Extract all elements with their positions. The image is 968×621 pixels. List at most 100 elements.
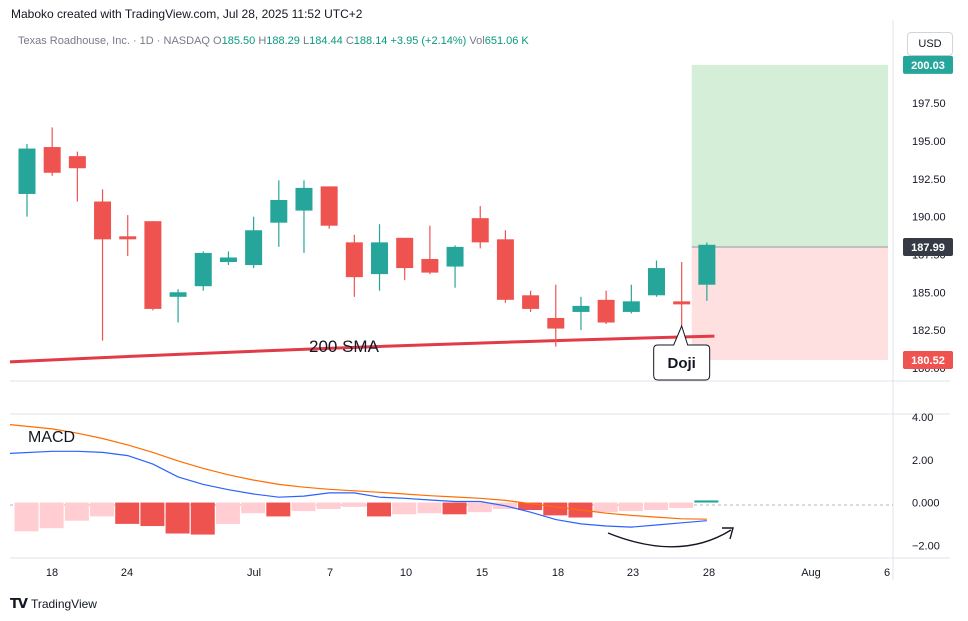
price-tick-label: 190.00 xyxy=(912,212,946,224)
entry-price-tag-bg xyxy=(903,238,953,257)
macd-histogram-bar xyxy=(644,502,668,511)
candle-body[interactable] xyxy=(68,156,86,169)
candle-body[interactable] xyxy=(547,317,565,329)
doji-callout-box[interactable] xyxy=(653,324,711,381)
candle-body[interactable] xyxy=(194,252,212,287)
date-tick-label: Aug xyxy=(801,567,821,579)
candle-body[interactable] xyxy=(219,257,237,263)
date-tick-label: Jul xyxy=(247,567,261,579)
symbol-legend: Texas Roadhouse, Inc. · 1D · NASDAQ O185… xyxy=(18,35,529,47)
price-tick-label: 197.50 xyxy=(912,98,946,110)
macd-histogram-bar xyxy=(341,502,366,507)
candle-body[interactable] xyxy=(421,258,439,273)
date-tick-label: 6 xyxy=(884,567,890,579)
currency-button[interactable]: USD xyxy=(907,32,953,56)
candle-body[interactable] xyxy=(18,148,36,194)
stop-loss-zone[interactable] xyxy=(691,247,888,361)
macd-histogram-bar xyxy=(543,502,568,516)
macd-histogram-bar xyxy=(165,502,190,534)
macd-histogram-bar xyxy=(618,502,643,512)
tradingview-brand[interactable]: 𝗧𝗩 TradingView xyxy=(10,596,97,612)
close-value: 188.14 xyxy=(353,35,388,47)
momentum-arrow-head xyxy=(722,527,734,540)
macd-histogram-bar xyxy=(694,500,719,503)
symbol-title[interactable]: Texas Roadhouse, Inc. · 1D · NASDAQ xyxy=(18,35,210,47)
macd-label: MACD xyxy=(28,429,75,446)
date-tick-label: 10 xyxy=(400,567,412,579)
macd-histogram-bar xyxy=(392,502,417,515)
macd-histogram-bar xyxy=(467,502,492,513)
candle-body[interactable] xyxy=(522,295,540,309)
macd-histogram-bar xyxy=(367,502,392,517)
price-tick-label: 195.00 xyxy=(912,136,946,148)
macd-histogram-bar xyxy=(140,502,165,527)
candle-body[interactable] xyxy=(648,268,665,296)
macd-histogram-bar xyxy=(266,502,291,517)
date-tick-label: 15 xyxy=(476,567,488,579)
target-price-tag-bg xyxy=(903,55,953,74)
candle-body[interactable] xyxy=(94,201,112,240)
date-tick-label: 18 xyxy=(552,567,564,579)
price-tick-label: 182.50 xyxy=(912,325,946,337)
candle-body[interactable] xyxy=(371,242,389,275)
candle-body[interactable] xyxy=(446,246,464,267)
profit-target-zone[interactable] xyxy=(691,64,888,248)
target-price-tag: 200.03 xyxy=(911,60,945,72)
chart-credit: Maboko created with TradingView.com, Jul… xyxy=(11,7,363,21)
low-label: L xyxy=(302,35,310,47)
candle-body[interactable] xyxy=(496,239,514,300)
macd-histogram-bar xyxy=(215,502,240,524)
candle-body[interactable] xyxy=(295,187,313,211)
candle-body[interactable] xyxy=(245,230,263,266)
candle-body[interactable] xyxy=(345,242,363,278)
open-value: 185.50 xyxy=(221,35,256,47)
date-tick-label: 28 xyxy=(703,567,715,579)
sma-200-line[interactable] xyxy=(9,334,715,364)
price-tick-label: 192.50 xyxy=(912,174,946,186)
momentum-arrow[interactable] xyxy=(607,529,732,548)
macd-histogram-bar xyxy=(190,502,215,535)
stop-price-tag: 180.52 xyxy=(911,355,945,367)
macd-histogram-bar xyxy=(291,502,316,512)
macd-histogram-bar xyxy=(442,502,467,515)
candle-body[interactable] xyxy=(43,147,61,173)
macd-tick-label: 0.000 xyxy=(912,498,940,510)
macd-signal-line[interactable] xyxy=(9,424,707,520)
high-label: H xyxy=(258,35,267,47)
macd-histogram-bar xyxy=(241,502,266,514)
candle-body[interactable] xyxy=(471,218,489,243)
change-value: +3.95 (+2.14%) xyxy=(390,35,467,47)
volume-value: 651.06 K xyxy=(484,35,529,47)
high-value: 188.29 xyxy=(266,35,300,47)
macd-tick-label: 2.00 xyxy=(912,455,933,467)
macd-histogram-bar xyxy=(39,502,64,529)
candle-body[interactable] xyxy=(622,301,640,312)
macd-histogram-bar xyxy=(64,502,89,521)
macd-line[interactable] xyxy=(9,450,707,528)
candle-body[interactable] xyxy=(396,237,414,269)
candle-body[interactable] xyxy=(119,236,137,240)
doji-callout-label: Doji xyxy=(668,355,696,372)
macd-histogram-bar xyxy=(115,502,140,524)
date-tick-label: 23 xyxy=(627,567,639,579)
candle-body[interactable] xyxy=(320,186,338,226)
candle-body[interactable] xyxy=(698,244,716,285)
macd-histogram-bar xyxy=(669,502,694,508)
macd-histogram-bar xyxy=(316,502,341,509)
candle-body[interactable] xyxy=(673,301,691,305)
sma-200-label: 200 SMA xyxy=(309,337,380,356)
candle-body[interactable] xyxy=(169,292,187,297)
candle-body[interactable] xyxy=(144,221,162,309)
tradingview-brand-text: TradingView xyxy=(30,597,97,611)
close-label: C xyxy=(345,35,354,47)
macd-tick-label: −2.00 xyxy=(912,540,940,552)
candle-body[interactable] xyxy=(270,200,288,223)
candle-body[interactable] xyxy=(572,305,590,312)
low-value: 184.44 xyxy=(309,35,343,47)
candle-body[interactable] xyxy=(597,299,615,323)
open-label: O xyxy=(213,35,222,47)
macd-histogram-bar xyxy=(14,502,39,532)
entry-price-tag: 187.99 xyxy=(911,242,945,254)
macd-histogram-bar xyxy=(593,502,618,513)
